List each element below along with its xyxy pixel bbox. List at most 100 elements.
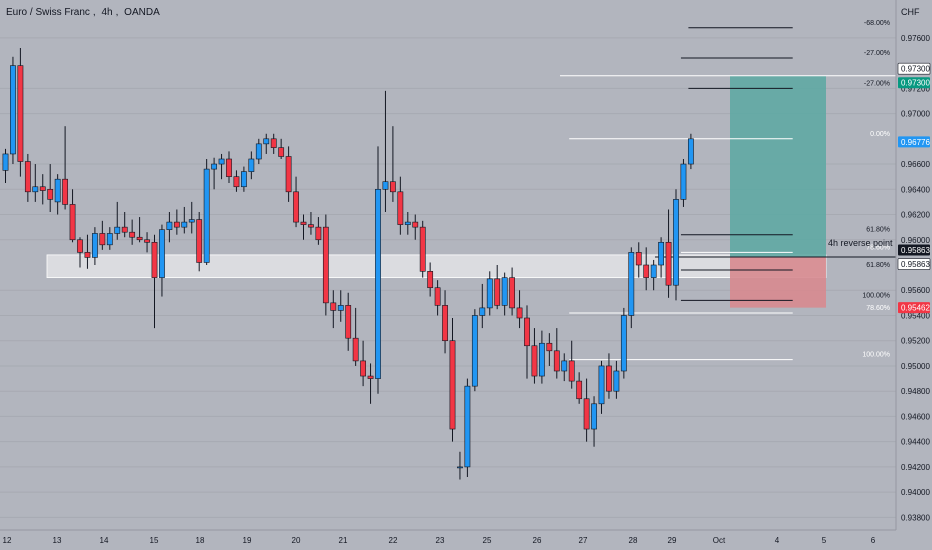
exchange-label: OANDA <box>124 7 160 18</box>
price-tick-label: 0.97000 <box>901 110 930 119</box>
candle-body <box>389 181 396 193</box>
candle-body <box>129 231 136 238</box>
candle-body <box>598 365 605 405</box>
candle-body <box>538 342 545 377</box>
candle-body <box>293 191 299 223</box>
candle-body <box>263 138 270 145</box>
candle-body <box>620 315 627 372</box>
candle-body <box>479 307 486 316</box>
candle-body <box>226 158 232 177</box>
candle-body <box>255 143 262 160</box>
time-tick-label: 29 <box>668 536 677 545</box>
candle-body <box>270 138 277 148</box>
candle-body <box>687 138 694 165</box>
candle <box>24 153 31 202</box>
candle <box>658 237 664 278</box>
candle-body <box>99 233 106 246</box>
candle-body <box>360 360 366 377</box>
candle-body <box>509 277 515 309</box>
candle-body <box>606 365 612 392</box>
price-tag-label: 0.97300 <box>901 65 930 74</box>
fib-level-label: 100.00% <box>862 292 890 299</box>
time-tick-label: 21 <box>339 536 348 545</box>
candle-body <box>613 370 620 392</box>
price-tag-label: 0.95863 <box>901 246 930 255</box>
candle-body <box>248 158 255 172</box>
candle-body <box>427 271 434 289</box>
candle-body <box>211 163 217 170</box>
candle <box>203 159 210 265</box>
candle-body <box>494 278 501 306</box>
candle-body <box>464 385 471 468</box>
candle <box>308 212 314 235</box>
fib-levels: -68.00% -27.00% -27.00% 0.00% 61.80% 78.60% 61… <box>569 20 890 361</box>
candle <box>188 201 195 234</box>
candle <box>136 217 143 243</box>
currency-label: CHF <box>901 7 920 17</box>
candle-body <box>84 252 91 258</box>
candle-body <box>32 186 39 193</box>
candle-body <box>553 350 560 372</box>
candle <box>389 126 396 202</box>
candle <box>434 280 441 316</box>
candle <box>673 189 679 301</box>
candle <box>121 212 128 238</box>
candle <box>427 262 434 297</box>
candle-body <box>54 178 61 203</box>
time-tick-label: 15 <box>150 536 159 545</box>
candle-body <box>196 219 203 263</box>
time-tick-label: 20 <box>292 536 301 545</box>
time-tick-label: 4 <box>775 536 780 545</box>
price-tag-box <box>897 258 931 270</box>
candle <box>10 56 16 165</box>
price-tick-label: 0.95000 <box>901 362 930 371</box>
time-tick-label: 5 <box>822 536 827 545</box>
time-tick-label: 25 <box>483 536 492 545</box>
candle-body <box>10 65 16 155</box>
candle-body <box>2 153 9 171</box>
candle-body <box>516 307 523 319</box>
candle-body <box>501 277 508 306</box>
candle <box>509 267 515 316</box>
time-tick-label: 18 <box>196 536 205 545</box>
candle <box>471 309 478 392</box>
candle-body <box>114 226 121 234</box>
candle <box>457 451 463 480</box>
candle <box>360 340 366 387</box>
candle-body <box>136 236 143 241</box>
candle-body <box>419 226 426 272</box>
candle-body <box>173 221 180 228</box>
price-tag-label: 0.95863 <box>901 260 930 269</box>
price-tag-box <box>898 302 930 314</box>
candle <box>62 126 68 210</box>
candle-body <box>218 158 225 165</box>
candle <box>144 232 150 253</box>
candle <box>322 214 329 316</box>
candle-body <box>367 375 374 379</box>
candle-body <box>144 239 150 243</box>
candle-body <box>77 239 83 253</box>
candle-body <box>591 403 597 430</box>
price-tick-label: 0.95400 <box>901 311 930 320</box>
candle <box>300 214 307 240</box>
time-tick-label: 19 <box>243 536 252 545</box>
time-tick-label: 23 <box>436 536 445 545</box>
candle-body <box>24 161 31 193</box>
candle-body <box>561 360 568 372</box>
candle-body <box>106 233 113 246</box>
price-tick-label: 0.95600 <box>901 286 930 295</box>
candle-body <box>47 188 54 200</box>
candle <box>352 307 359 366</box>
candle <box>606 353 612 399</box>
candle-body <box>457 466 463 469</box>
candle <box>69 189 76 243</box>
candle <box>211 157 217 190</box>
candle <box>553 328 560 379</box>
candle-body <box>524 317 530 347</box>
price-tag-label: 0.96776 <box>901 138 930 147</box>
time-tick-label: 26 <box>533 536 542 545</box>
candle <box>531 328 538 384</box>
candle-body <box>337 305 344 311</box>
candle <box>412 214 419 240</box>
